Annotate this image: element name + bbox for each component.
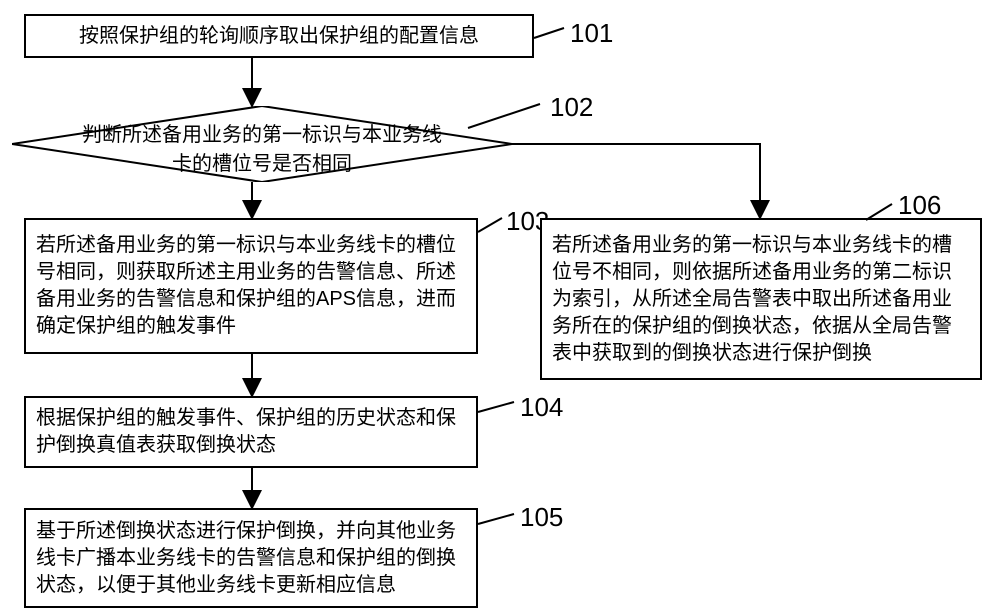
- label-102: 102: [550, 92, 593, 123]
- node-105: 基于所述倒换状态进行保护倒换，并向其他业务线卡广播本业务线卡的告警信息和保护组的…: [24, 508, 478, 608]
- node-104: 根据保护组的触发事件、保护组的历史状态和保护倒换真值表获取倒换状态: [24, 396, 478, 468]
- node-106: 若所述备用业务的第一标识与本业务线卡的槽位号不相同，则依据所述备用业务的第二标识…: [540, 218, 982, 380]
- label-101: 101: [570, 18, 613, 49]
- node-106-text: 若所述备用业务的第一标识与本业务线卡的槽位号不相同，则依据所述备用业务的第二标识…: [552, 232, 970, 367]
- node-103-text: 若所述备用业务的第一标识与本业务线卡的槽位号相同，则获取所述主用业务的告警信息、…: [36, 232, 466, 340]
- node-104-text: 根据保护组的触发事件、保护组的历史状态和保护倒换真值表获取倒换状态: [36, 405, 466, 459]
- node-102-text: 判断所述备用业务的第一标识与本业务线卡的槽位号是否相同: [62, 118, 462, 176]
- label-105: 105: [520, 502, 563, 533]
- node-101-text: 按照保护组的轮询顺序取出保护组的配置信息: [79, 23, 479, 50]
- node-103: 若所述备用业务的第一标识与本业务线卡的槽位号相同，则获取所述主用业务的告警信息、…: [24, 218, 478, 354]
- node-105-text: 基于所述倒换状态进行保护倒换，并向其他业务线卡广播本业务线卡的告警信息和保护组的…: [36, 518, 466, 599]
- node-101: 按照保护组的轮询顺序取出保护组的配置信息: [24, 14, 534, 58]
- label-104: 104: [520, 392, 563, 423]
- label-106: 106: [898, 190, 941, 221]
- node-102: 判断所述备用业务的第一标识与本业务线卡的槽位号是否相同: [12, 106, 512, 182]
